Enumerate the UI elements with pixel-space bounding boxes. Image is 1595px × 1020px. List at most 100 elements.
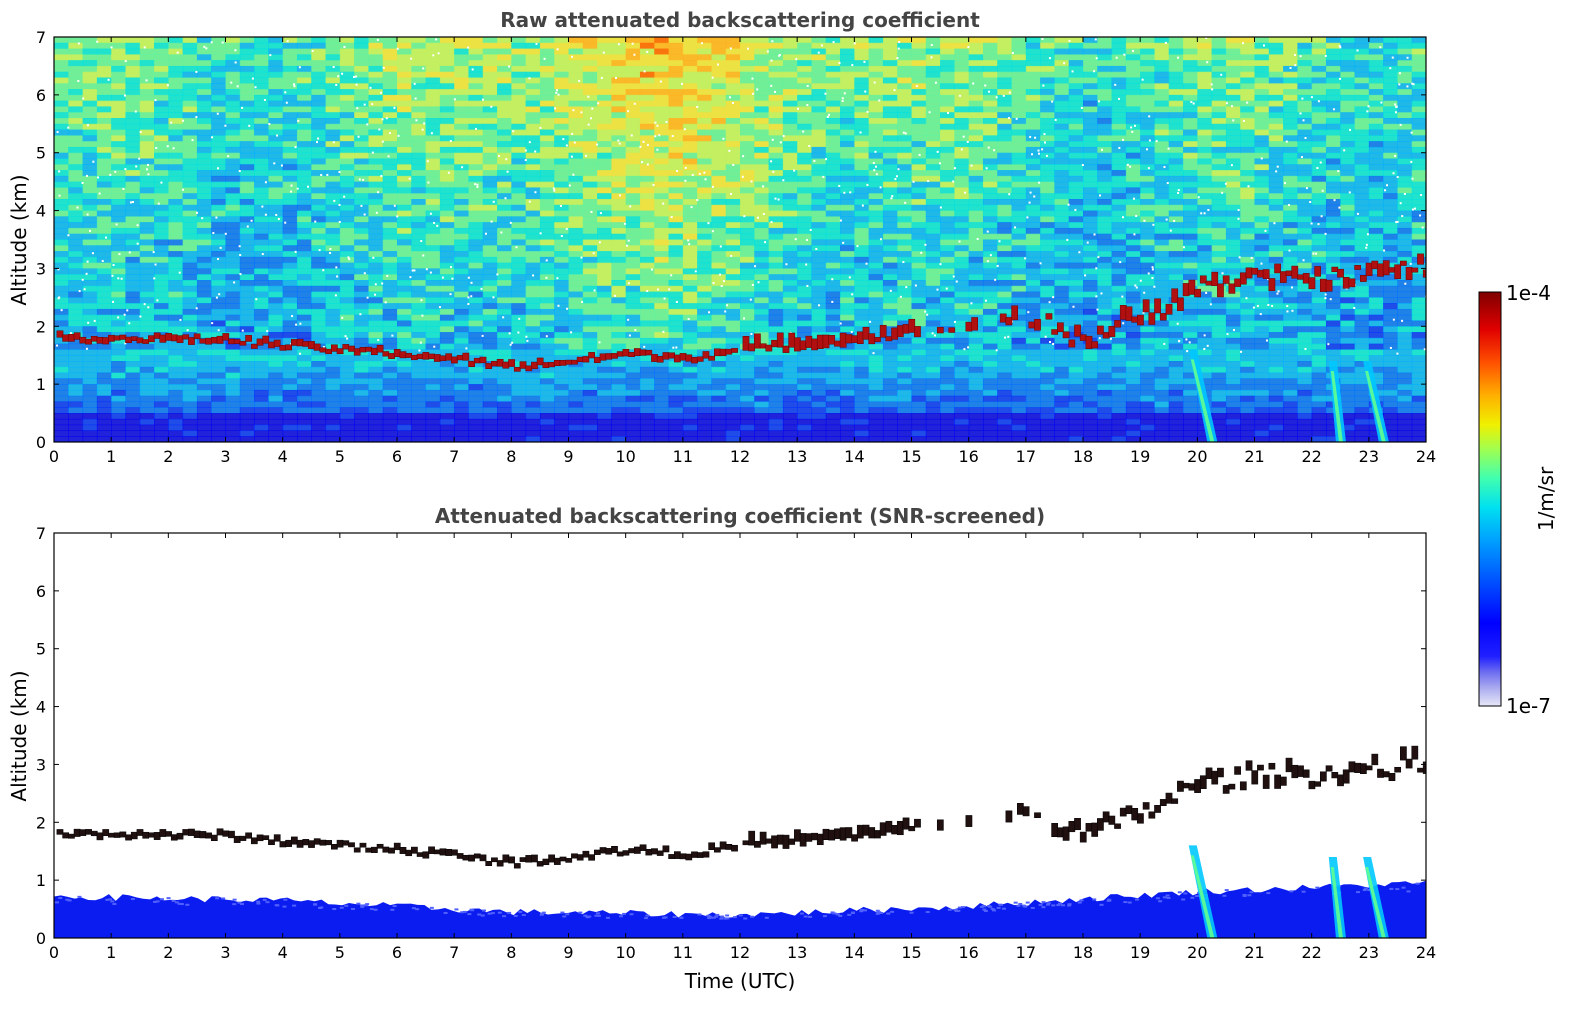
signal-cell: [439, 349, 455, 356]
signal-cell: [782, 401, 798, 408]
signal-cell: [897, 181, 913, 189]
signal-cell: [482, 436, 498, 442]
signal-cell: [239, 424, 255, 432]
signal-cell: [111, 129, 127, 136]
signal-cell: [1011, 129, 1027, 136]
signal-cell: [697, 118, 713, 125]
signal-cell: [482, 407, 498, 414]
signal-cell: [339, 216, 355, 223]
signal-cell: [525, 175, 541, 183]
signal-cell: [268, 123, 284, 131]
signal-cell: [211, 181, 227, 189]
signal-cell: [225, 129, 241, 136]
signal-cell: [1011, 285, 1027, 293]
signal-cell: [782, 146, 798, 154]
signal-cell: [225, 54, 241, 61]
signal-cell: [554, 268, 570, 275]
signal-cell: [982, 89, 998, 96]
signal-cell: [382, 193, 398, 200]
signal-cell: [897, 349, 913, 356]
signal-cell: [382, 262, 398, 270]
signal-cell: [239, 152, 255, 160]
signal-cell: [554, 297, 570, 304]
signal-cell: [1011, 418, 1027, 426]
signal-cell: [940, 343, 955, 351]
signal-cell: [196, 280, 212, 287]
signal-cell: [196, 100, 212, 108]
signal-cell: [454, 204, 470, 212]
signal-cell: [196, 94, 212, 102]
signal-cell: [525, 424, 541, 432]
signal-cell: [196, 413, 212, 420]
signal-cell: [139, 164, 155, 171]
signal-cell: [997, 332, 1013, 339]
signal-cell: [139, 297, 155, 304]
signal-cell: [768, 245, 784, 252]
signal-cell: [211, 77, 227, 84]
signal-cell: [425, 170, 441, 177]
signal-cell: [1054, 48, 1070, 55]
signal-cell: [154, 436, 169, 442]
signal-cell: [397, 83, 412, 90]
signal-cell: [425, 262, 441, 270]
signal-cell: [997, 308, 1013, 316]
signal-cell: [254, 251, 269, 258]
signal-cell: [254, 210, 269, 217]
signal-cell: [768, 94, 784, 102]
signal-cell: [268, 378, 284, 385]
signal-cell: [296, 227, 312, 235]
signal-cell: [482, 112, 498, 119]
signal-cell: [125, 89, 141, 96]
signal-cell: [797, 141, 813, 148]
signal-cell: [982, 424, 998, 432]
signal-cell: [740, 187, 755, 194]
signal-cell: [811, 146, 827, 154]
signal-cell: [1040, 274, 1056, 281]
signal-cell: [125, 216, 141, 223]
signal-cell: [682, 407, 698, 414]
signal-cell: [382, 204, 398, 212]
signal-cell: [382, 233, 398, 241]
signal-cell: [982, 413, 998, 420]
signal-cell: [954, 152, 970, 160]
signal-cell: [111, 268, 127, 275]
signal-cell: [782, 164, 798, 171]
signal-cell: [1011, 297, 1027, 304]
signal-cell: [368, 187, 384, 194]
signal-cell: [954, 48, 970, 55]
signal-cell: [397, 100, 412, 108]
signal-cell: [296, 239, 312, 246]
signal-cell: [854, 141, 870, 148]
signal-cell: [597, 424, 612, 432]
signal-cell: [868, 430, 884, 437]
signal-cell: [682, 48, 698, 55]
signal-cell: [840, 65, 855, 73]
signal-cell: [1025, 303, 1041, 310]
signal-cell: [754, 54, 770, 61]
signal-cell: [511, 389, 527, 397]
signal-cell: [554, 112, 570, 119]
signal-cell: [740, 384, 755, 391]
signal-cell: [539, 106, 555, 113]
signal-cell: [968, 274, 984, 281]
signal-cell: [196, 384, 212, 391]
signal-cell: [397, 112, 412, 119]
signal-cell: [797, 326, 813, 333]
signal-cell: [182, 407, 198, 414]
signal-cell: [411, 378, 427, 385]
signal-cell: [811, 413, 827, 420]
signal-cell: [211, 256, 227, 264]
signal-cell: [311, 164, 327, 171]
signal-cell: [182, 291, 198, 298]
signal-cell: [840, 274, 855, 281]
signal-cell: [497, 187, 512, 194]
signal-cell: [682, 94, 698, 102]
signal-cell: [139, 251, 155, 258]
signal-cell: [211, 83, 227, 90]
signal-cell: [196, 355, 212, 362]
signal-cell: [811, 227, 827, 235]
signal-cell: [582, 54, 598, 61]
signal-cell: [168, 343, 184, 351]
signal-cell: [239, 175, 255, 183]
signal-cell: [439, 280, 455, 287]
